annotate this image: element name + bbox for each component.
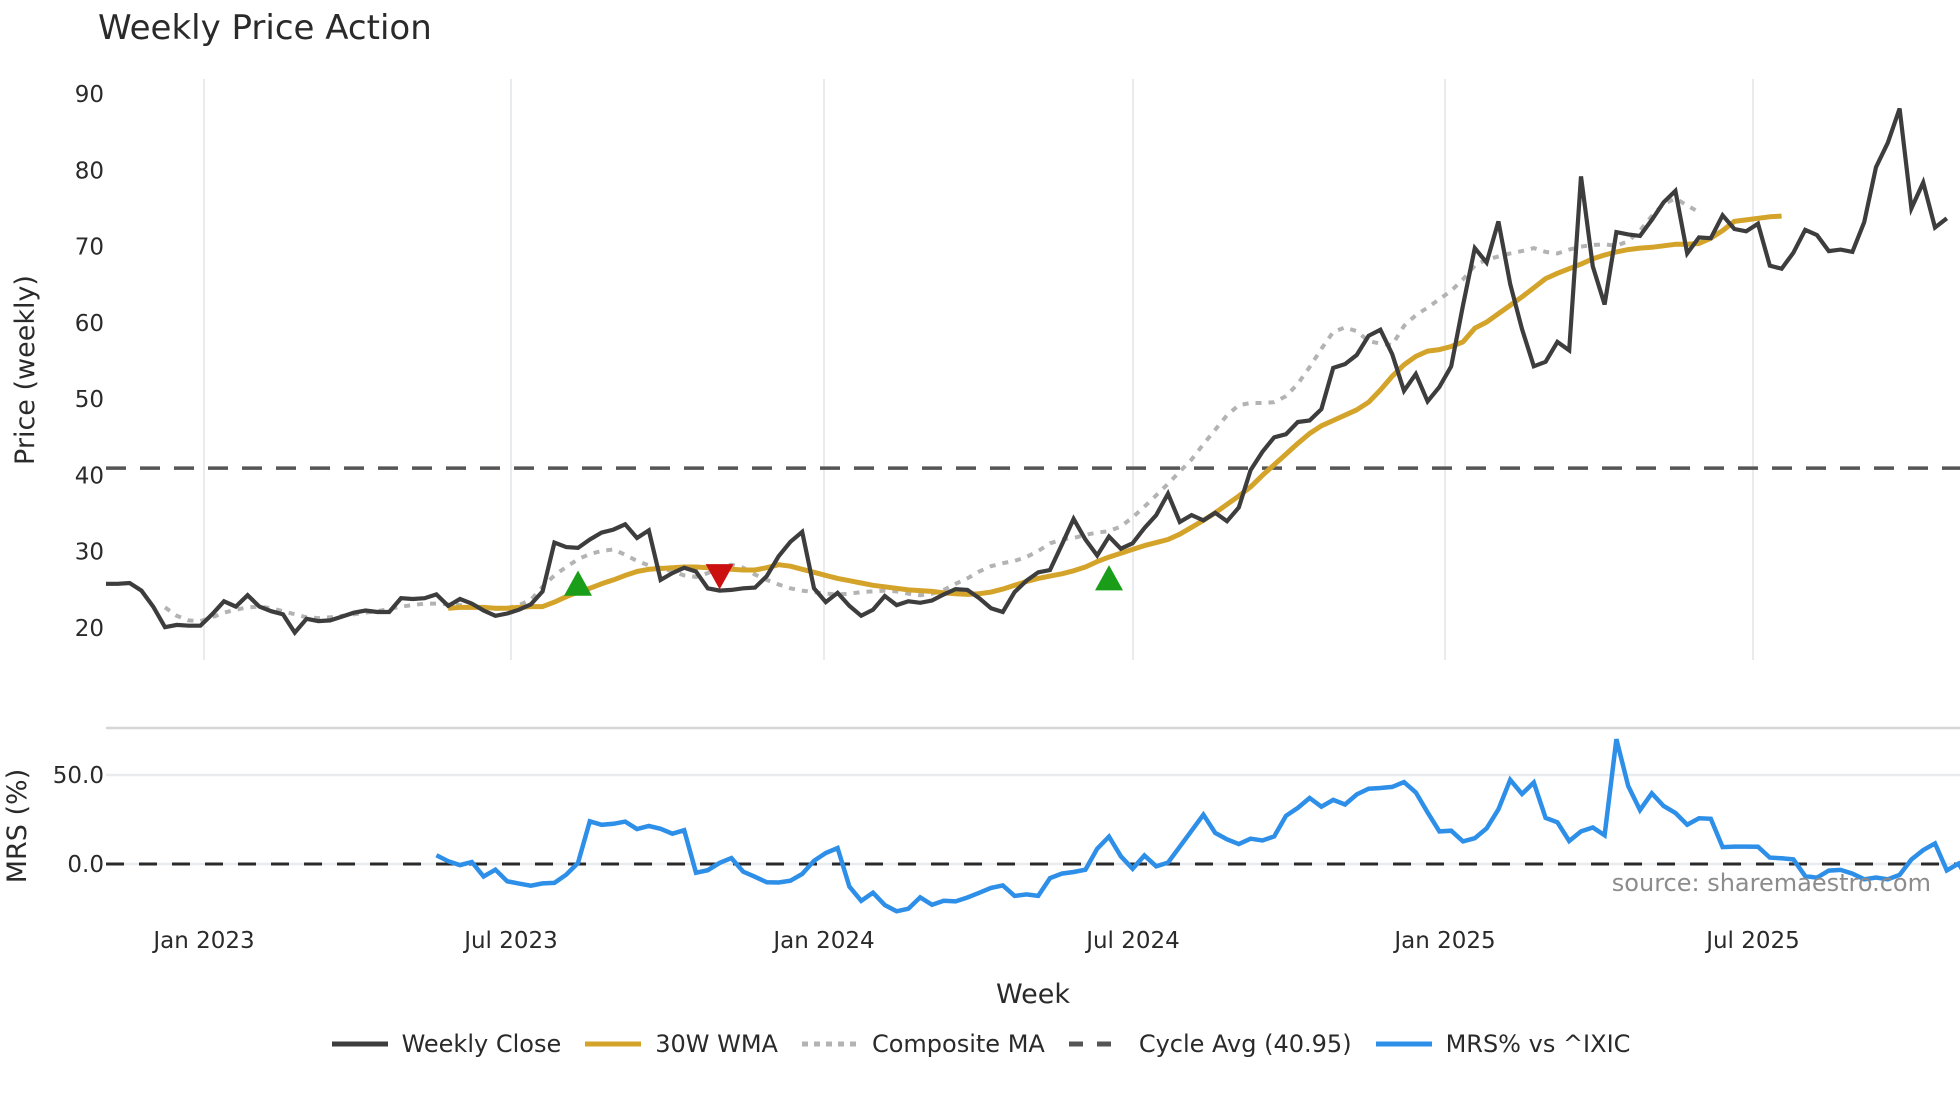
legend: Weekly Close 30W WMA Composite MA Cycle Avg… (0, 1030, 1960, 1058)
mrs-y-tick: 0.0 (67, 852, 104, 878)
legend-label: Weekly Close (401, 1030, 562, 1058)
solid-line-icon (585, 1041, 642, 1047)
signal-markers (564, 564, 1123, 596)
price-y-tick: 20 (75, 616, 104, 642)
chart-canvas[interactable]: 20 30 40 50 60 70 80 90 Price (weekly) 0.0 50.0 … (0, 0, 1960, 1030)
x-tick-label: Jul 2023 (462, 928, 558, 954)
legend-label: MRS% vs ^IXIC (1445, 1030, 1631, 1058)
legend-label: Composite MA (871, 1030, 1045, 1058)
wma-30w-line (448, 213, 1782, 611)
mrs-y-tick: 50.0 (53, 763, 104, 789)
price-y-axis-title: Price (weekly) (10, 275, 41, 465)
legend-label: 30W WMA (655, 1030, 778, 1058)
solid-line-icon (1375, 1041, 1432, 1047)
x-tick-label: Jan 2025 (1392, 928, 1495, 954)
mrs-panel: 0.0 50.0 MRS (%) source: sharemaestro.com (2, 726, 1960, 914)
chart-title: Weekly Price Action (98, 8, 432, 48)
legend-item[interactable]: Composite MA (800, 1030, 1045, 1058)
x-tick-label: Jan 2023 (151, 928, 254, 954)
legend-item[interactable]: 30W WMA (583, 1030, 778, 1058)
price-y-tick: 40 (75, 463, 104, 489)
legend-item[interactable]: Cycle Avg (40.95) (1067, 1030, 1352, 1058)
legend-label: Cycle Avg (40.95) (1138, 1030, 1352, 1058)
weekly-close-line (106, 107, 1949, 637)
x-axis-title: Week (996, 979, 1070, 1010)
price-y-tick: 60 (75, 311, 104, 337)
solid-line-icon (331, 1041, 388, 1047)
composite-ma-line (163, 196, 1700, 624)
price-panel: 20 30 40 50 60 70 80 90 Price (weekly) (10, 79, 1960, 660)
source-note: source: sharemaestro.com (1612, 869, 1931, 897)
mrs-line (435, 738, 1960, 914)
legend-item[interactable]: Weekly Close (330, 1030, 562, 1058)
price-y-tick: 70 (75, 235, 104, 261)
price-y-tick: 50 (75, 387, 104, 413)
price-y-tick: 90 (75, 82, 104, 108)
mrs-y-ticks: 0.0 50.0 (53, 763, 104, 878)
buy-signal-triangle-icon (1095, 565, 1123, 591)
buy-signal-triangle-icon (564, 570, 592, 596)
x-tick-label: Jul 2024 (1084, 928, 1180, 954)
dotted-line-icon (801, 1041, 858, 1047)
sell-signal-triangle-icon (705, 564, 734, 590)
x-tick-label: Jan 2024 (771, 928, 874, 954)
x-tick-label: Jul 2025 (1704, 928, 1800, 954)
price-grid (203, 79, 1754, 660)
dashed-line-icon (1068, 1041, 1125, 1047)
x-axis-ticks: Jan 2023 Jul 2023 Jan 2024 Jul 2024 Jan 2025… (151, 928, 1799, 954)
price-y-ticks: 20 30 40 50 60 70 80 90 (75, 82, 104, 642)
price-y-tick: 80 (75, 158, 104, 184)
legend-item[interactable]: MRS% vs ^IXIC (1374, 1030, 1631, 1058)
mrs-y-axis-title: MRS (%) (2, 769, 33, 884)
price-y-tick: 30 (75, 540, 104, 566)
